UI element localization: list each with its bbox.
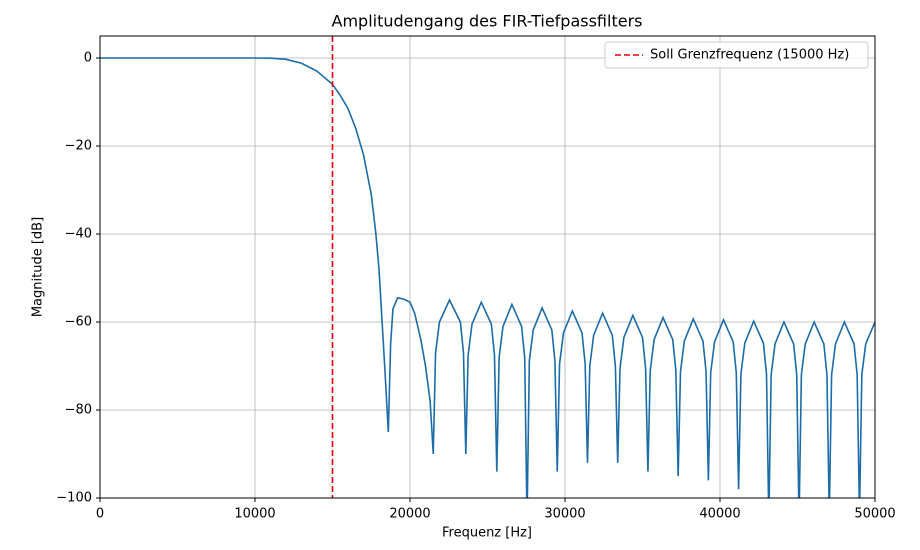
x-tick-label: 40000 <box>699 507 740 522</box>
y-tick-label: −80 <box>65 403 92 418</box>
x-tick-label: 10000 <box>234 507 275 522</box>
x-axis-label: Frequenz [Hz] <box>442 526 532 541</box>
y-tick-label: −20 <box>65 139 92 154</box>
legend-label: Soll Grenzfrequenz (15000 Hz) <box>650 48 849 63</box>
legend-box <box>604 41 869 69</box>
x-tick-label: 30000 <box>544 507 585 522</box>
y-tick-label: −100 <box>56 491 92 506</box>
x-tick-label: 50000 <box>854 507 895 522</box>
legend: Soll Grenzfrequenz (15000 Hz) <box>604 41 869 69</box>
chart-title: Amplitudengang des FIR-Tiefpassfilters <box>332 12 643 31</box>
y-tick-label: −60 <box>65 315 92 330</box>
line-series <box>100 57 875 498</box>
x-tick-label: 0 <box>96 507 104 522</box>
y-tick-label: −40 <box>65 227 92 242</box>
y-tick-label: 0 <box>84 51 92 66</box>
x-tick-label: 20000 <box>389 507 430 522</box>
plot-frame <box>99 35 876 499</box>
y-axis-label: Magnitude [dB] <box>31 217 46 317</box>
